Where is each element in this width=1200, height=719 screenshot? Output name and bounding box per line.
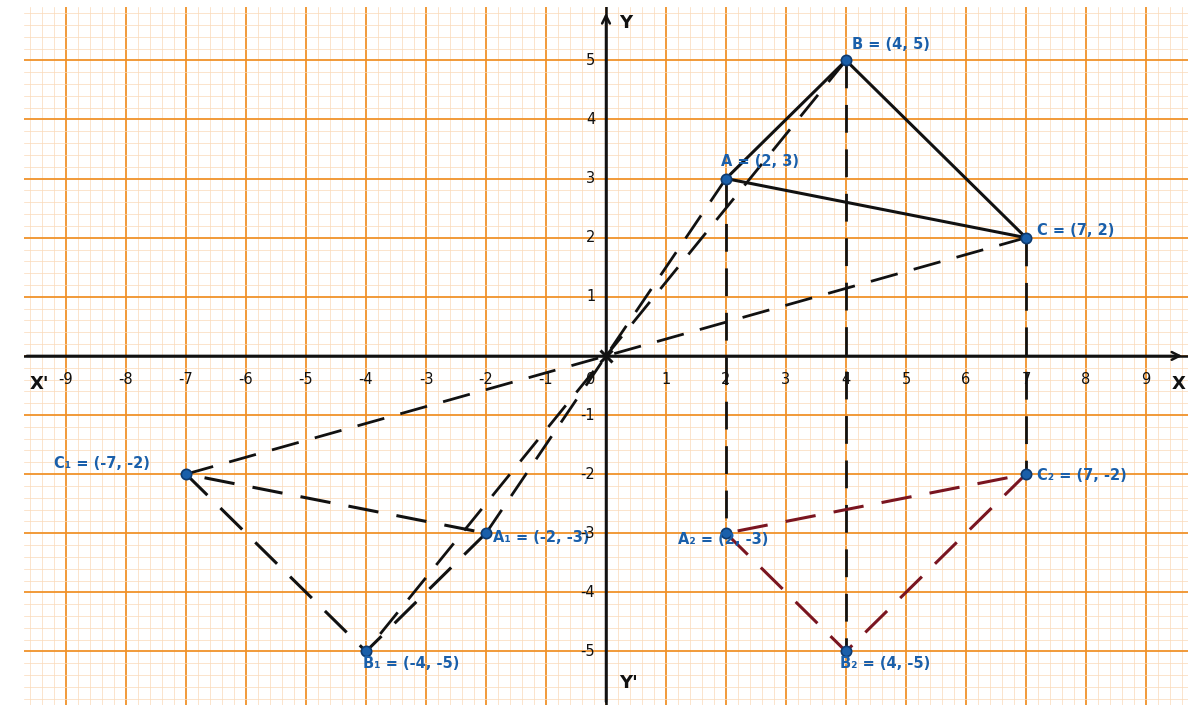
Text: -5: -5 <box>299 372 313 388</box>
Text: B₁ = (-4, -5): B₁ = (-4, -5) <box>364 656 460 671</box>
Point <box>1016 232 1036 244</box>
Text: 9: 9 <box>1141 372 1151 388</box>
Text: 2: 2 <box>586 230 595 245</box>
Text: -8: -8 <box>119 372 133 388</box>
Point <box>176 468 196 480</box>
Text: -3: -3 <box>581 526 595 541</box>
Text: -9: -9 <box>59 372 73 388</box>
Text: B₂ = (4, -5): B₂ = (4, -5) <box>840 656 930 671</box>
Text: 6: 6 <box>961 372 971 388</box>
Text: 4: 4 <box>586 112 595 127</box>
Text: -2: -2 <box>581 467 595 482</box>
Text: C = (7, 2): C = (7, 2) <box>1037 223 1114 238</box>
Point <box>836 646 856 657</box>
Text: C₂ = (7, -2): C₂ = (7, -2) <box>1037 468 1127 483</box>
Text: X': X' <box>29 375 49 393</box>
Text: -2: -2 <box>479 372 493 388</box>
Text: B = (4, 5): B = (4, 5) <box>852 37 930 52</box>
Text: 1: 1 <box>586 289 595 304</box>
Point <box>716 173 736 184</box>
Text: -6: -6 <box>239 372 253 388</box>
Text: 3: 3 <box>781 372 791 388</box>
Text: A₁ = (-2, -3): A₁ = (-2, -3) <box>493 530 589 545</box>
Text: 5: 5 <box>901 372 911 388</box>
Text: Y': Y' <box>619 674 638 692</box>
Point <box>1016 468 1036 480</box>
Text: Y: Y <box>619 14 632 32</box>
Text: C₁ = (-7, -2): C₁ = (-7, -2) <box>54 456 150 471</box>
Text: 3: 3 <box>586 171 595 186</box>
Text: 1: 1 <box>661 372 671 388</box>
Text: 4: 4 <box>841 372 851 388</box>
Text: -3: -3 <box>419 372 433 388</box>
Text: -1: -1 <box>539 372 553 388</box>
Text: 0: 0 <box>586 372 595 388</box>
Text: A = (2, 3): A = (2, 3) <box>721 154 799 168</box>
Text: -1: -1 <box>581 408 595 423</box>
Point <box>716 528 736 539</box>
Point <box>476 528 496 539</box>
Text: -7: -7 <box>179 372 193 388</box>
Text: X: X <box>1172 375 1186 393</box>
Text: -4: -4 <box>359 372 373 388</box>
Text: 5: 5 <box>586 53 595 68</box>
Text: A₂ = (2, -3): A₂ = (2, -3) <box>678 532 768 547</box>
Point <box>836 55 856 66</box>
Text: 2: 2 <box>721 372 731 388</box>
Text: -4: -4 <box>581 585 595 600</box>
Text: 7: 7 <box>1021 372 1031 388</box>
Text: 8: 8 <box>1081 372 1091 388</box>
Text: -5: -5 <box>581 644 595 659</box>
Point <box>356 646 376 657</box>
